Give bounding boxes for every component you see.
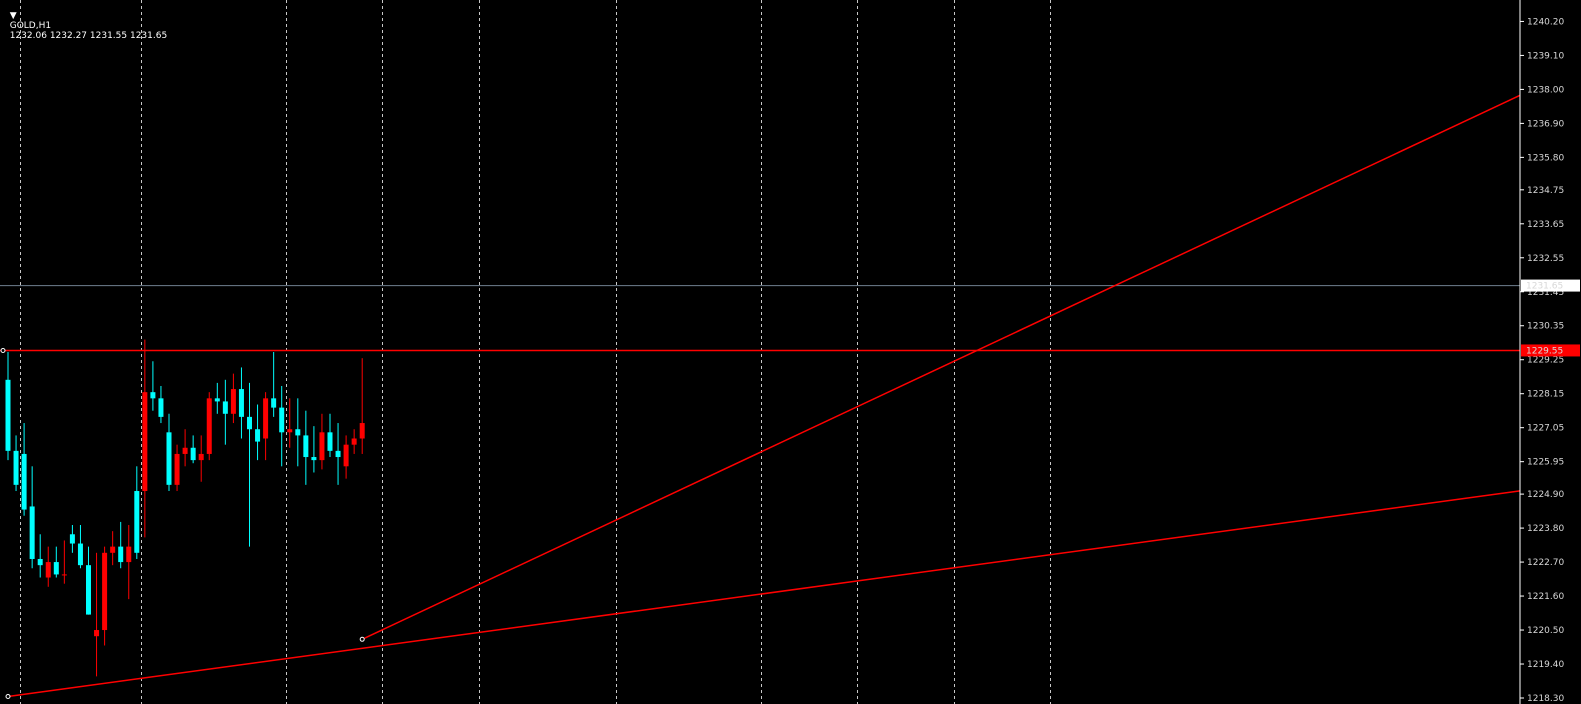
chart-header: ▼ GOLD,H1 1232.06 1232.27 1231.55 1231.6… — [4, 1, 167, 41]
y-tick-label: 1234.75 — [1527, 186, 1564, 196]
candle-body — [174, 453, 180, 485]
candle-body — [206, 398, 212, 454]
candle-body — [222, 401, 228, 414]
candle-body — [134, 491, 140, 553]
candle-body — [69, 534, 75, 544]
ohlc-readout: 1232.06 1232.27 1231.55 1231.65 — [9, 31, 168, 41]
candle-body — [214, 398, 220, 402]
candle-body — [126, 546, 132, 563]
candle-body — [182, 447, 188, 454]
candle-body — [335, 450, 341, 458]
candle-body — [327, 432, 333, 451]
candle-body — [142, 392, 148, 492]
candle-body — [295, 429, 301, 436]
candle-body — [158, 398, 164, 417]
candle-body — [303, 435, 309, 458]
y-tick-label: 1225.95 — [1527, 458, 1564, 468]
candle-body — [343, 444, 349, 467]
y-tick-label: 1231.45 — [1527, 288, 1564, 298]
y-tick-label: 1235.80 — [1527, 153, 1564, 163]
candle-body — [279, 407, 285, 433]
candle-body — [77, 543, 83, 566]
candle-body — [311, 457, 317, 461]
candle-body — [110, 546, 116, 553]
trendline-anchor — [5, 693, 11, 699]
candle-body — [319, 432, 325, 461]
y-tick-label: 1223.80 — [1527, 524, 1564, 534]
candle-body — [94, 630, 100, 637]
horizontal-level-label: 1229.55 — [1526, 346, 1563, 356]
candle-body — [359, 423, 365, 439]
candle-body — [118, 546, 124, 563]
y-tick-label: 1221.60 — [1527, 592, 1564, 602]
y-tick-label: 1227.05 — [1527, 424, 1564, 434]
candle-body — [287, 429, 293, 433]
candle-body — [61, 574, 67, 576]
candle-body — [230, 389, 236, 414]
y-tick-label: 1224.90 — [1527, 490, 1564, 500]
y-tick-label: 1218.30 — [1527, 694, 1564, 704]
horizontal-level-tag — [1521, 344, 1580, 357]
y-tick-label: 1228.15 — [1527, 390, 1564, 400]
y-tick-label: 1240.20 — [1527, 17, 1564, 27]
trendline-anchor — [359, 636, 365, 642]
y-tick-label: 1220.50 — [1527, 626, 1564, 636]
candle-body — [86, 565, 91, 615]
candles — [5, 339, 365, 677]
y-tick-label: 1238.00 — [1527, 85, 1564, 95]
lines — [0, 94, 1521, 699]
y-tick-label: 1239.10 — [1527, 51, 1564, 61]
candle-body — [263, 398, 269, 439]
y-tick-label: 1230.35 — [1527, 322, 1564, 332]
y-tick-label: 1222.70 — [1527, 558, 1564, 568]
trendline-1 — [7, 490, 1521, 698]
y-tick-label: 1219.40 — [1527, 660, 1564, 670]
current-price-label: 1231.65 — [1526, 282, 1563, 292]
y-tick-label: 1229.25 — [1527, 356, 1564, 366]
candle-body — [102, 552, 108, 631]
candle-body — [53, 562, 59, 575]
candle-body — [5, 379, 11, 451]
y-tick-label: 1233.65 — [1527, 220, 1564, 230]
candle-body — [351, 438, 357, 445]
trendline-2 — [361, 94, 1521, 640]
candle-body — [45, 562, 51, 578]
price-axis: 1240.20 1239.10 1238.00 1236.90 1235.80 1234.… — [1519, 0, 1580, 704]
candle-body — [166, 432, 172, 485]
candle-body — [255, 429, 261, 442]
candle-body — [238, 389, 244, 417]
candle-body — [271, 398, 277, 408]
candle-body — [247, 416, 252, 430]
candle-body — [29, 506, 35, 559]
symbol-label: GOLD,H1 — [9, 21, 52, 31]
candle-body — [37, 558, 43, 566]
y-tick-label: 1236.90 — [1527, 119, 1564, 129]
candle-body — [13, 450, 19, 485]
horizontal-level-anchor — [0, 347, 6, 353]
grid — [20, 0, 1051, 704]
candle-body — [190, 447, 196, 461]
current-price-tag — [1521, 279, 1580, 292]
y-tick-label: 1232.55 — [1527, 254, 1564, 264]
candle-body — [150, 392, 156, 399]
candle-body — [21, 453, 27, 510]
candle-body — [198, 453, 204, 461]
collapse-triangle-icon[interactable]: ▼ — [9, 11, 17, 21]
